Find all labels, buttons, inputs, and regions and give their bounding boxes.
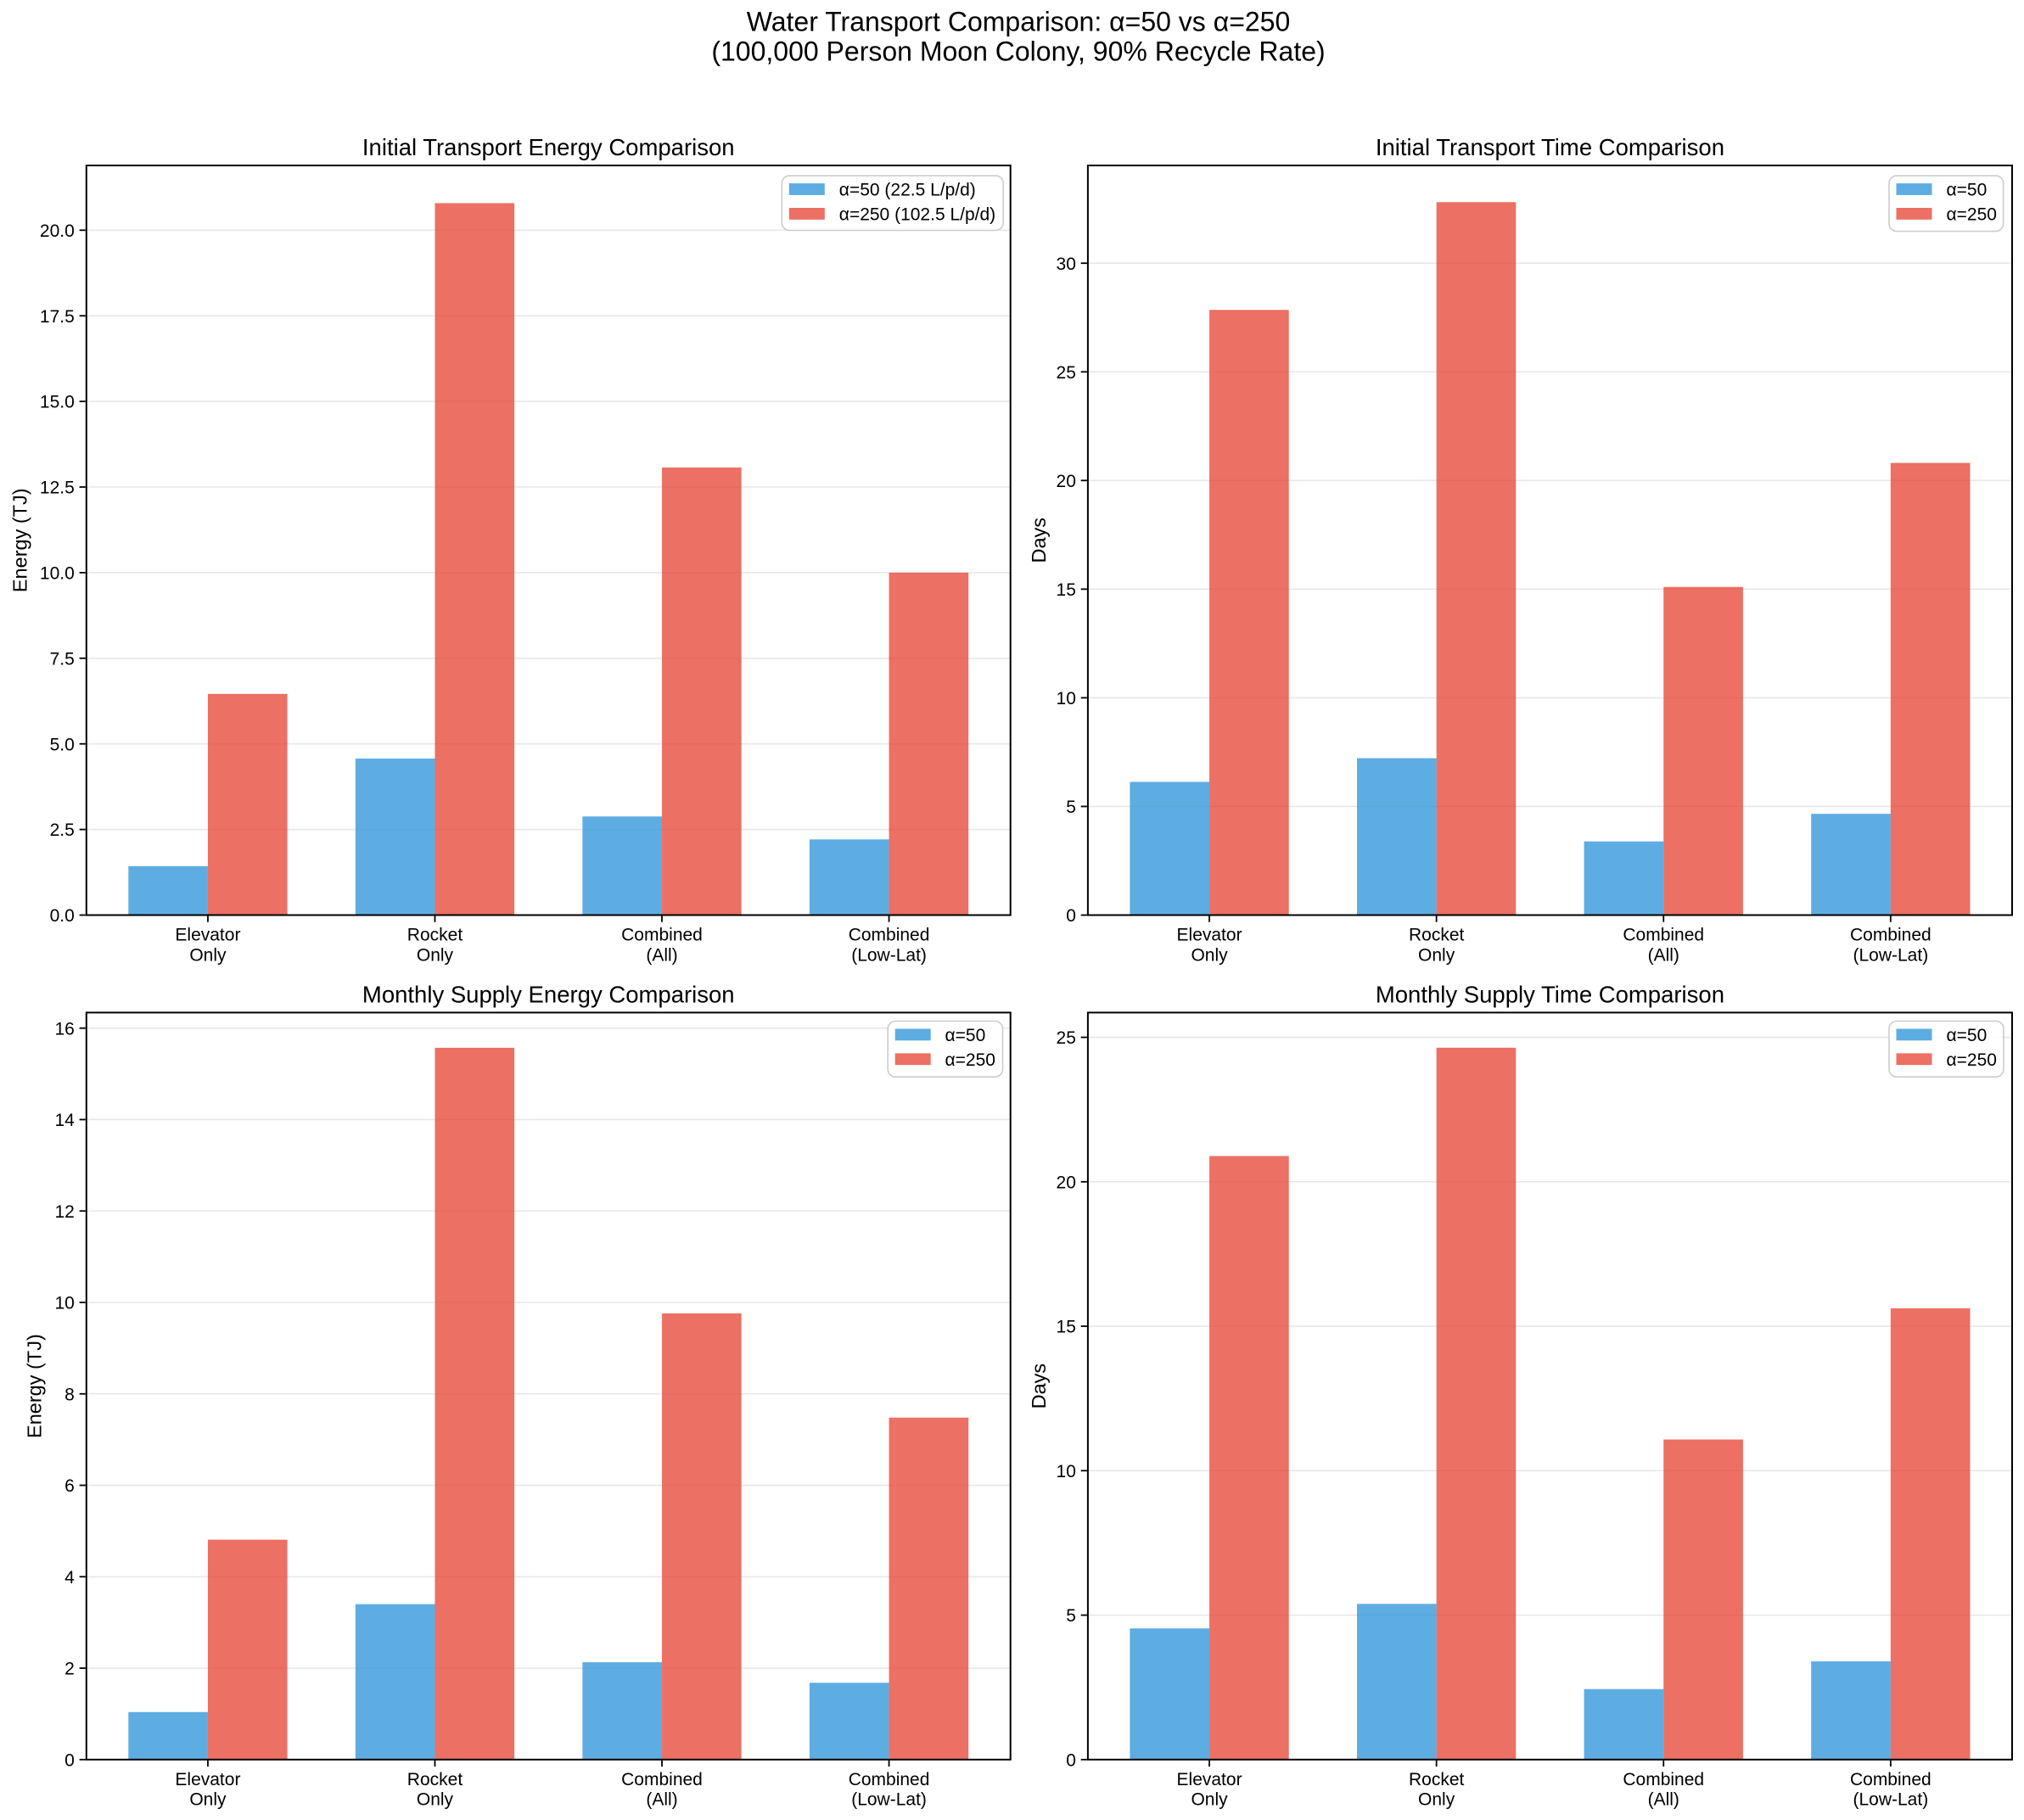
- svg-text:12.5: 12.5: [40, 479, 75, 498]
- svg-text:Rocket: Rocket: [407, 1770, 463, 1789]
- svg-text:Combined: Combined: [621, 1770, 703, 1789]
- svg-text:6: 6: [64, 1476, 75, 1496]
- svg-text:(All): (All): [646, 945, 677, 965]
- svg-text:α=50: α=50: [1947, 181, 1988, 200]
- svg-text:7.5: 7.5: [50, 649, 75, 669]
- svg-text:0.0: 0.0: [50, 906, 75, 926]
- svg-text:15.0: 15.0: [40, 393, 75, 412]
- svg-text:(Low-Lat): (Low-Lat): [851, 945, 927, 965]
- svg-text:Rocket: Rocket: [1409, 926, 1465, 945]
- svg-text:16: 16: [54, 1019, 74, 1039]
- svg-text:(All): (All): [1648, 945, 1679, 965]
- svg-text:0: 0: [1066, 1750, 1076, 1770]
- svg-text:4: 4: [64, 1568, 75, 1588]
- svg-text:25: 25: [1057, 363, 1076, 383]
- svg-text:Elevator: Elevator: [175, 926, 240, 945]
- svg-text:Monthly Supply Time Comparison: Monthly Supply Time Comparison: [1376, 981, 1724, 1007]
- svg-text:(Low-Lat): (Low-Lat): [1853, 945, 1928, 965]
- svg-text:17.5: 17.5: [40, 307, 75, 327]
- svg-text:Elevator: Elevator: [1177, 926, 1242, 945]
- svg-text:α=50: α=50: [945, 1026, 986, 1045]
- svg-text:α=50 (22.5 L/p/d): α=50 (22.5 L/p/d): [839, 181, 976, 200]
- svg-text:Combined: Combined: [1623, 1770, 1704, 1789]
- svg-text:Only: Only: [189, 945, 227, 965]
- svg-text:Energy (TJ): Energy (TJ): [24, 1334, 46, 1438]
- svg-text:Water Transport Comparison: α=: Water Transport Comparison: α=50 vs α=25…: [747, 7, 1291, 37]
- svg-text:Elevator: Elevator: [175, 1770, 240, 1789]
- svg-text:20: 20: [1057, 1173, 1076, 1192]
- svg-text:20: 20: [1057, 472, 1076, 491]
- svg-text:α=250: α=250: [945, 1050, 995, 1070]
- svg-text:0: 0: [1066, 906, 1076, 926]
- svg-text:α=250: α=250: [1947, 205, 1997, 225]
- svg-text:10.0: 10.0: [40, 564, 75, 584]
- svg-text:5.0: 5.0: [50, 735, 75, 754]
- svg-text:12: 12: [54, 1202, 74, 1222]
- svg-text:(All): (All): [646, 1790, 677, 1810]
- svg-text:Combined: Combined: [849, 926, 930, 945]
- svg-text:Only: Only: [1418, 1790, 1455, 1810]
- svg-text:10: 10: [1057, 1462, 1076, 1481]
- svg-text:10: 10: [54, 1294, 74, 1313]
- svg-text:Initial Transport Energy Compa: Initial Transport Energy Comparison: [362, 134, 735, 160]
- svg-text:0: 0: [64, 1750, 75, 1770]
- svg-text:Monthly Supply Energy Comparis: Monthly Supply Energy Comparison: [362, 981, 735, 1007]
- svg-text:Only: Only: [1191, 945, 1228, 965]
- svg-text:Only: Only: [1191, 1790, 1228, 1810]
- svg-text:30: 30: [1057, 255, 1076, 274]
- svg-text:α=250: α=250: [1947, 1050, 1997, 1070]
- svg-text:25: 25: [1057, 1028, 1076, 1048]
- svg-text:14: 14: [54, 1111, 75, 1130]
- svg-text:Rocket: Rocket: [407, 926, 463, 945]
- svg-text:α=50: α=50: [1947, 1026, 1988, 1045]
- svg-text:20.0: 20.0: [40, 221, 75, 241]
- svg-text:(Low-Lat): (Low-Lat): [851, 1790, 927, 1810]
- svg-text:Combined: Combined: [1623, 926, 1704, 945]
- svg-text:Initial Transport Time Compari: Initial Transport Time Comparison: [1376, 134, 1724, 160]
- svg-text:Combined: Combined: [621, 926, 703, 945]
- svg-text:5: 5: [1066, 1606, 1076, 1626]
- svg-text:Only: Only: [1418, 945, 1455, 965]
- svg-text:(100,000 Person Moon Colony, 9: (100,000 Person Moon Colony, 90% Recycle…: [711, 36, 1325, 67]
- svg-text:Combined: Combined: [849, 1770, 930, 1789]
- svg-text:(Low-Lat): (Low-Lat): [1853, 1790, 1928, 1810]
- svg-text:2: 2: [64, 1660, 75, 1679]
- svg-text:Combined: Combined: [1850, 1770, 1931, 1789]
- svg-text:Only: Only: [417, 1790, 454, 1810]
- svg-text:Energy (TJ): Energy (TJ): [9, 488, 31, 592]
- svg-text:10: 10: [1057, 689, 1076, 708]
- svg-text:Combined: Combined: [1850, 926, 1931, 945]
- svg-text:Days: Days: [1028, 518, 1050, 563]
- svg-text:(All): (All): [1648, 1790, 1679, 1810]
- svg-text:8: 8: [64, 1385, 75, 1404]
- svg-text:5: 5: [1066, 798, 1076, 817]
- svg-text:Rocket: Rocket: [1409, 1770, 1465, 1789]
- svg-text:2.5: 2.5: [50, 820, 75, 840]
- svg-text:Only: Only: [417, 945, 454, 965]
- svg-text:Only: Only: [189, 1790, 227, 1810]
- svg-text:15: 15: [1057, 1318, 1076, 1337]
- svg-text:Elevator: Elevator: [1177, 1770, 1242, 1789]
- svg-text:15: 15: [1057, 580, 1076, 600]
- svg-text:Days: Days: [1028, 1364, 1050, 1409]
- svg-text:α=250 (102.5 L/p/d): α=250 (102.5 L/p/d): [839, 205, 995, 225]
